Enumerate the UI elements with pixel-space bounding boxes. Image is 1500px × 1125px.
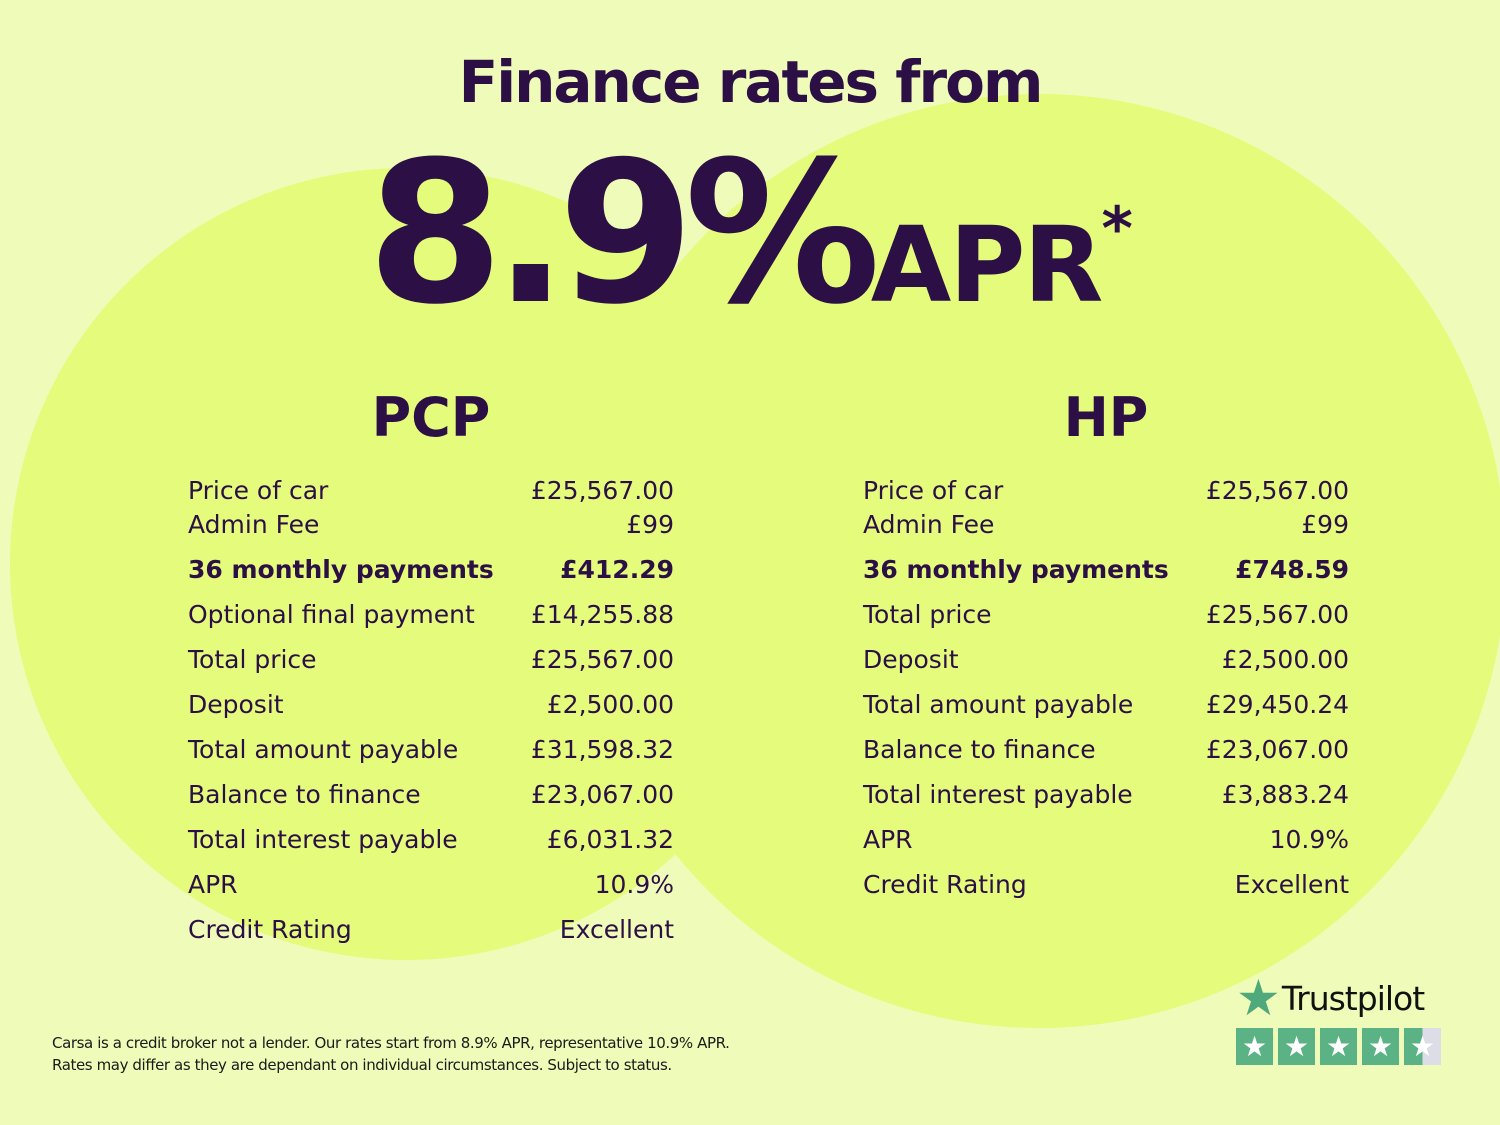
row-label: Total interest payable <box>188 825 458 854</box>
row-value: Excellent <box>559 915 674 944</box>
table-row: 36 monthly payments £748.59 <box>863 553 1349 598</box>
row-value: £29,450.24 <box>1205 690 1349 719</box>
row-label: Total price <box>188 645 317 674</box>
row-label: Credit Rating <box>863 870 1027 899</box>
table-row: Admin Fee £99 <box>863 508 1349 553</box>
rate-suffix: APR <box>870 204 1104 326</box>
row-value: £2,500.00 <box>1221 645 1349 674</box>
row-value: £6,031.32 <box>546 825 674 854</box>
rate-display: 8.9%APR* <box>0 120 1500 348</box>
headline: Finance rates from <box>458 48 1044 116</box>
row-value: £99 <box>1301 510 1349 539</box>
row-label: Total amount payable <box>863 690 1134 719</box>
decorative-circle-right <box>572 94 1500 1028</box>
table-row: Total amount payable £29,450.24 <box>863 688 1349 733</box>
row-value: Excellent <box>1234 870 1349 899</box>
row-value: £99 <box>626 510 674 539</box>
row-label: Deposit <box>188 690 284 719</box>
row-label: 36 monthly payments <box>863 555 1169 584</box>
table-row: Credit Rating Excellent <box>188 913 674 958</box>
row-label: Optional final payment <box>188 600 475 629</box>
row-value: £25,567.00 <box>530 476 674 505</box>
hp-table: HP Price of car £25,567.00 Admin Fee £99 36 … <box>863 386 1349 913</box>
row-value: 10.9% <box>1269 825 1349 854</box>
row-label: Credit Rating <box>188 915 352 944</box>
pcp-table: PCP Price of car £25,567.00 Admin Fee £99 36… <box>188 386 674 958</box>
table-row: Total price £25,567.00 <box>188 643 674 688</box>
table-row: Balance to finance £23,067.00 <box>863 733 1349 778</box>
table-row: Price of car £25,567.00 <box>188 474 674 508</box>
hp-title: HP <box>1063 386 1149 449</box>
row-label: APR <box>188 870 238 899</box>
rate-value: 8.9% <box>367 120 881 348</box>
table-row: Total amount payable £31,598.32 <box>188 733 674 778</box>
row-label: Price of car <box>863 476 1004 505</box>
pcp-title: PCP <box>371 386 491 449</box>
row-label: Admin Fee <box>188 510 320 539</box>
row-value: 10.9% <box>594 870 674 899</box>
table-row: Total interest payable £3,883.24 <box>863 778 1349 823</box>
row-value: £23,067.00 <box>530 780 674 809</box>
table-row: Optional final payment £14,255.88 <box>188 598 674 643</box>
star-icon: ★ <box>1236 1028 1273 1065</box>
table-row: Total interest payable £6,031.32 <box>188 823 674 868</box>
row-label: Admin Fee <box>863 510 995 539</box>
table-row: APR 10.9% <box>863 823 1349 868</box>
row-value: £14,255.88 <box>530 600 674 629</box>
half-star-icon: ★ <box>1404 1028 1441 1065</box>
table-row: Deposit £2,500.00 <box>863 643 1349 688</box>
row-label: Total interest payable <box>863 780 1133 809</box>
row-label: Total amount payable <box>188 735 459 764</box>
trustpilot-badge: ★ Trustpilot ★ ★ ★ ★ ★ <box>1236 969 1446 1065</box>
table-row: Deposit £2,500.00 <box>188 688 674 733</box>
row-value: £3,883.24 <box>1221 780 1349 809</box>
table-row: Balance to finance £23,067.00 <box>188 778 674 823</box>
table-row: 36 monthly payments £412.29 <box>188 553 674 598</box>
row-label: APR <box>863 825 913 854</box>
trustpilot-name: Trustpilot <box>1281 978 1425 1018</box>
row-label: Total price <box>863 600 992 629</box>
row-label: Balance to finance <box>188 780 421 809</box>
row-label: 36 monthly payments <box>188 555 494 584</box>
row-value: £748.59 <box>1235 555 1349 584</box>
row-value: £25,567.00 <box>1205 600 1349 629</box>
table-row: Price of car £25,567.00 <box>863 474 1349 508</box>
star-icon: ★ <box>1278 1028 1315 1065</box>
table-row: Total price £25,567.00 <box>863 598 1349 643</box>
row-value: £25,567.00 <box>530 645 674 674</box>
disclaimer: Carsa is a credit broker not a lender. O… <box>52 1032 730 1076</box>
asterisk: * <box>1101 194 1133 264</box>
row-value: £31,598.32 <box>530 735 674 764</box>
table-row: Admin Fee £99 <box>188 508 674 553</box>
table-row: APR 10.9% <box>188 868 674 913</box>
row-label: Deposit <box>863 645 959 674</box>
disclaimer-line: Carsa is a credit broker not a lender. O… <box>52 1034 730 1052</box>
disclaimer-line: Rates may differ as they are dependant o… <box>52 1056 672 1074</box>
star-icon: ★ <box>1236 969 1281 1027</box>
star-icon: ★ <box>1320 1028 1357 1065</box>
row-value: £25,567.00 <box>1205 476 1349 505</box>
table-row: Credit Rating Excellent <box>863 868 1349 913</box>
row-value: £2,500.00 <box>546 690 674 719</box>
row-value: £412.29 <box>560 555 674 584</box>
row-label: Balance to finance <box>863 735 1096 764</box>
star-icon: ★ <box>1362 1028 1399 1065</box>
row-value: £23,067.00 <box>1205 735 1349 764</box>
rating-stars: ★ ★ ★ ★ ★ <box>1236 1028 1446 1065</box>
row-label: Price of car <box>188 476 329 505</box>
